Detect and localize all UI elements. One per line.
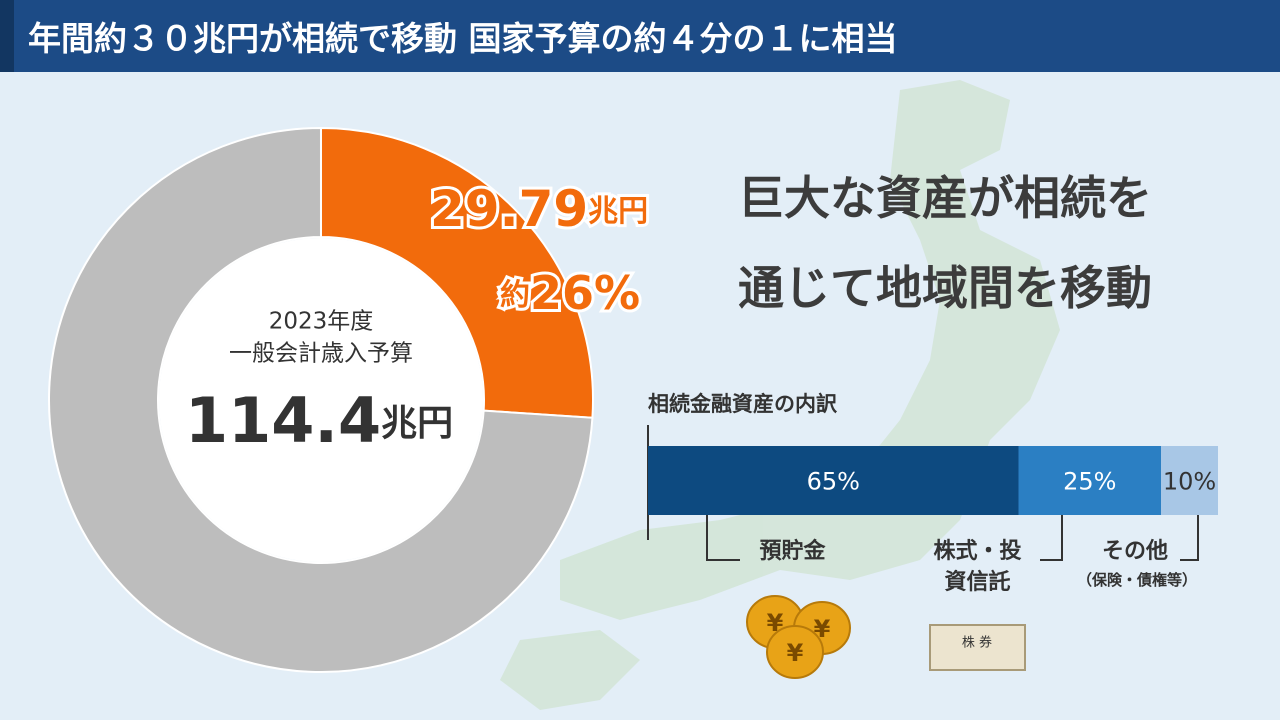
legend-label: 預貯金 xyxy=(759,539,826,564)
coin-symbol: ¥ xyxy=(787,639,804,667)
legend-label: 株式・投資信託 xyxy=(933,539,1022,595)
bar-segment xyxy=(1161,446,1218,515)
donut-hole xyxy=(159,238,483,562)
share-value: 26% xyxy=(530,266,640,320)
slice-label: 29.79兆円 xyxy=(430,180,648,238)
header-strip xyxy=(0,0,14,72)
center-label: 一般会計歳入予算 xyxy=(229,341,413,367)
center-label: 2023年度 xyxy=(269,309,374,335)
donut-slice xyxy=(48,126,594,673)
bracket xyxy=(1180,515,1199,561)
header: 年間約３０兆円が相続で移動 国家予算の約４分の１に相当 xyxy=(0,0,1280,72)
total-value: 114.4 xyxy=(185,384,381,457)
value-label: 65% xyxy=(807,468,860,496)
total-label: 114.4兆円 xyxy=(185,384,453,457)
bar-segment xyxy=(648,446,1019,515)
share-prefix: 約 xyxy=(500,278,530,313)
legend-note: （保険・債権等） xyxy=(1076,571,1197,589)
bracket xyxy=(706,515,740,561)
slice-unit: 兆円 xyxy=(588,194,648,229)
message-line: 巨大な資産が相続を xyxy=(738,171,1152,225)
bracket xyxy=(1040,515,1063,561)
certificate-label: 株 券 xyxy=(962,635,992,651)
bar-segment xyxy=(1018,446,1161,515)
stock-certificate xyxy=(929,624,1026,671)
total-unit: 兆円 xyxy=(381,403,453,444)
donut-slice xyxy=(320,126,594,419)
message-line: 通じて地域間を移動 xyxy=(738,261,1152,315)
value-label: 25% xyxy=(1063,468,1116,496)
value-label: 10% xyxy=(1163,468,1216,496)
coin-bag xyxy=(766,625,824,679)
bar-title: 相続金融資産の内訳 xyxy=(648,392,838,416)
legend-label: その他 xyxy=(1101,539,1168,564)
slice-value: 29.79 xyxy=(430,180,588,238)
title: 年間約３０兆円が相続で移動 国家予算の約４分の１に相当 xyxy=(28,19,898,58)
share-label: 約26% xyxy=(500,266,640,320)
